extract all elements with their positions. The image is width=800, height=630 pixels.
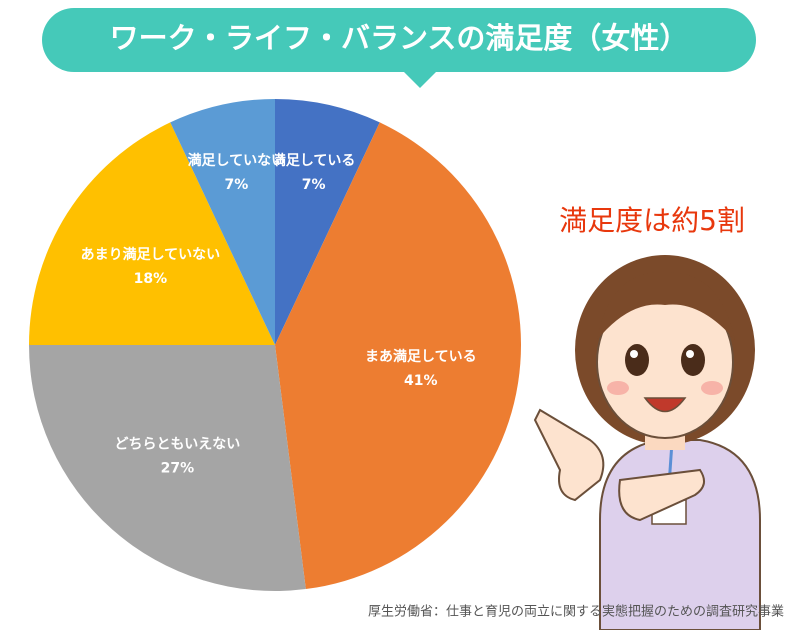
banner-pointer xyxy=(402,70,438,88)
mouth xyxy=(643,397,687,413)
pie: 満足している 7% まあ満足している 41% どちらともいえない 27% あまり満足していな… xyxy=(29,99,521,591)
eye-highlight xyxy=(686,350,694,358)
bangs xyxy=(597,271,735,340)
slice-value-label: 18% xyxy=(134,271,168,287)
cheek xyxy=(701,381,723,395)
slice-value-label: 41% xyxy=(404,373,438,389)
annotation: 満足度は約5割 xyxy=(559,204,745,237)
slice-value-label: 7% xyxy=(224,177,248,193)
source: 厚生労働省：仕事と育児の両立に関する実態把握のための調査研究事業 xyxy=(368,604,784,620)
eye-highlight xyxy=(630,350,638,358)
right-eye xyxy=(681,344,705,376)
uniform xyxy=(599,439,761,630)
slice-category-label: まあ満足している xyxy=(365,348,477,365)
slice-category-label: どちらともいえない xyxy=(115,437,241,453)
other-hand xyxy=(618,468,705,522)
banner-background xyxy=(42,8,756,72)
title-banner: ワーク・ライフ・バランスの満足度（女性） xyxy=(42,8,756,88)
slice-category-label: 満足している xyxy=(272,152,356,169)
slice-category-label: あまり満足していない xyxy=(81,246,221,263)
slice-category-label: 満足していない xyxy=(188,152,286,169)
slice-value-label: 7% xyxy=(302,177,326,193)
slice-value-label: 27% xyxy=(161,461,195,477)
pie-slice xyxy=(29,122,275,346)
left-eye xyxy=(625,344,649,376)
nurse-illustration xyxy=(533,255,761,630)
pointing-hand xyxy=(533,408,605,502)
cheek xyxy=(607,381,629,395)
pie-slice xyxy=(275,99,380,345)
pie-slice xyxy=(275,122,521,590)
chart-title: ワーク・ライフ・バランスの満足度（女性） xyxy=(110,21,689,55)
pie-slice xyxy=(29,345,306,591)
pie-slice xyxy=(170,99,275,345)
